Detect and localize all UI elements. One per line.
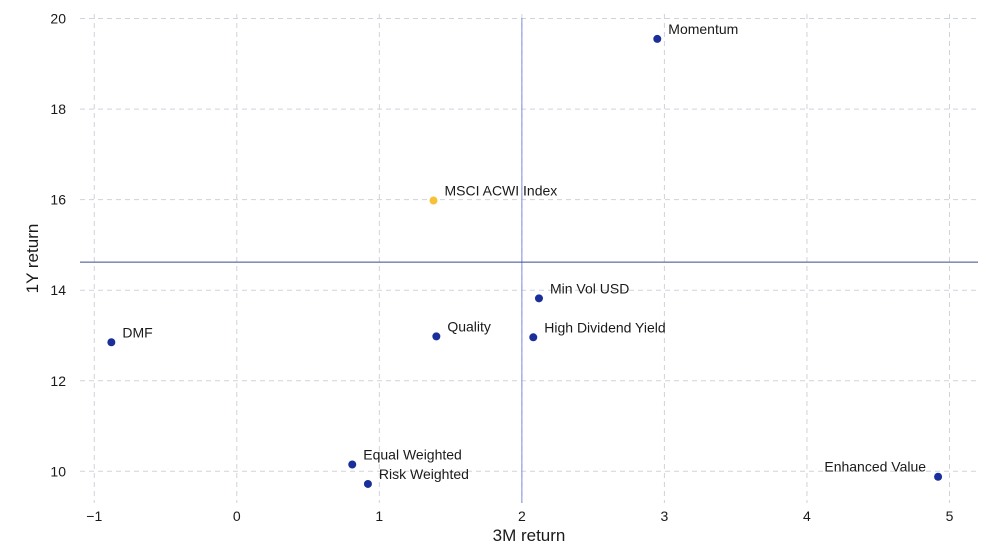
data-point (363, 479, 372, 488)
x-tick-label: 4 (803, 508, 811, 524)
data-point (107, 338, 116, 347)
data-point (534, 294, 543, 303)
x-tick-label: 0 (233, 508, 241, 524)
x-tick-label: −1 (86, 508, 102, 524)
data-point-label: Equal Weighted (363, 447, 462, 463)
x-tick-label: 5 (946, 508, 954, 524)
data-point (653, 34, 662, 43)
grid (80, 14, 978, 503)
y-tick-label: 12 (50, 373, 66, 389)
data-point (348, 460, 357, 469)
data-point-label: Enhanced Value (824, 459, 926, 475)
data-point-label: Risk Weighted (379, 466, 469, 482)
y-axis-title: 1Y return (23, 224, 42, 294)
data-point-label: Momentum (668, 21, 738, 37)
x-tick-label: 2 (518, 508, 526, 524)
x-axis-title: 3M return (493, 526, 566, 545)
y-tick-label: 16 (50, 192, 66, 208)
reference-lines (80, 18, 978, 503)
data-point (529, 333, 538, 342)
y-tick-label: 10 (50, 463, 66, 479)
data-point (429, 196, 438, 205)
x-tick-label: 3 (661, 508, 669, 524)
data-point (432, 332, 441, 341)
data-points: Momentum MSCI ACWI Index Min Vol USD Qualit… (107, 21, 943, 488)
y-tick-label: 14 (50, 282, 66, 298)
data-point (934, 472, 943, 481)
data-point-label: DMF (122, 324, 152, 340)
data-point-label: Quality (447, 318, 491, 334)
data-point-label: MSCI ACWI Index (444, 183, 557, 199)
data-point-label: Min Vol USD (550, 280, 629, 296)
x-tick-label: 1 (375, 508, 383, 524)
y-tick-label: 18 (50, 101, 66, 117)
y-tick-label: 20 (50, 11, 66, 27)
data-point-label: High Dividend Yield (544, 319, 665, 335)
